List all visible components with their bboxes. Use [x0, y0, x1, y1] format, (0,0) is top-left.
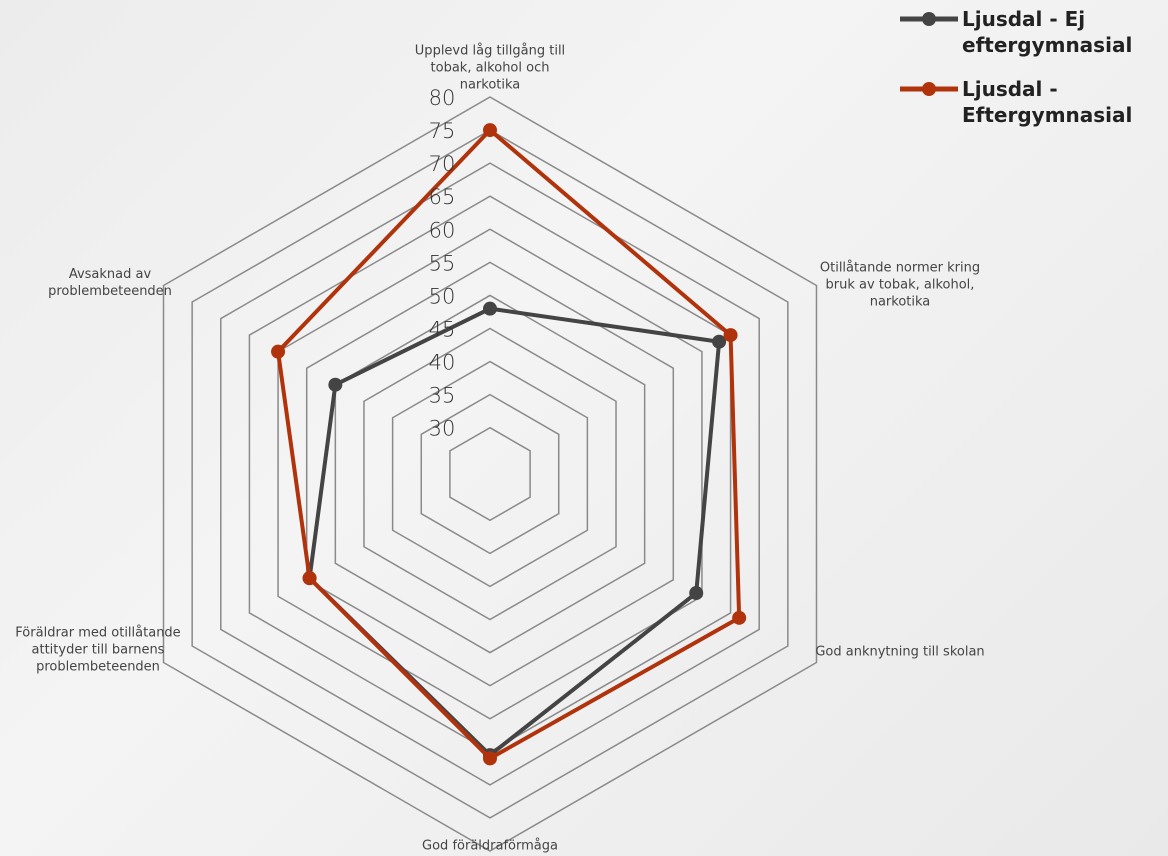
category-label: Upplevd låg tillgång till tobak, alkohol… [414, 43, 566, 93]
data-point [712, 334, 727, 349]
tick-label: 45 [429, 317, 456, 341]
category-label: Föräldrar med otillåtande attityder till… [15, 625, 181, 675]
series-line [276, 128, 742, 761]
tick-label: 50 [429, 284, 456, 308]
tick-label: 80 [429, 86, 456, 110]
legend-label: Ljusdal - Ej eftergymnasial [962, 7, 1133, 57]
data-point [271, 344, 286, 359]
tick-label: 40 [429, 351, 456, 375]
category-label: Avsaknad av problembeteenden [48, 267, 172, 299]
grid-ring [305, 261, 675, 687]
tick-label: 65 [429, 185, 456, 209]
data-point [723, 328, 738, 343]
tick-label: 60 [429, 218, 456, 242]
data-point [732, 610, 747, 625]
grid-ring [363, 327, 617, 621]
tick-label: 35 [429, 384, 456, 408]
data-point [483, 751, 497, 766]
data-point [302, 571, 317, 586]
category-label: God föräldraförmåga [422, 838, 558, 854]
tick-label: 55 [429, 251, 456, 275]
tick-label: 70 [429, 152, 456, 176]
legend-marker [922, 82, 936, 96]
tick-label: 30 [429, 417, 456, 441]
grid-ring [449, 426, 531, 522]
data-point [483, 123, 497, 138]
legend-marker [922, 12, 936, 26]
data-point [328, 377, 343, 392]
data-point [483, 301, 497, 316]
legend-label: Ljusdal - Eftergymnasial [962, 77, 1133, 127]
legend-entry: Ljusdal - Eftergymnasial [958, 76, 1168, 128]
data-point [689, 586, 704, 601]
grid-ring [420, 393, 560, 555]
grid-ring [191, 129, 789, 819]
legend-entry: Ljusdal - Ej eftergymnasial [958, 6, 1168, 58]
grid-ring [220, 162, 760, 786]
grid-ring [162, 96, 818, 852]
tick-label: 75 [429, 119, 456, 143]
grid-ring [334, 294, 646, 654]
category-label: God anknytning till skolan [815, 644, 985, 660]
category-label: Otillåtande normer kring bruk av tobak, … [819, 260, 981, 310]
grid-ring [391, 360, 589, 588]
